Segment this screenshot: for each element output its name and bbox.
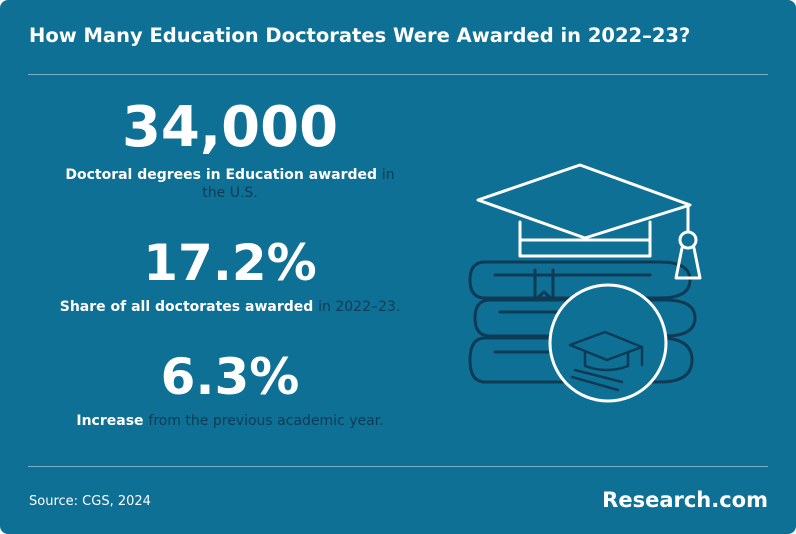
divider	[28, 466, 768, 467]
label-rest: from the previous academic year.	[148, 413, 384, 429]
title: How Many Education Doctorates Were Award…	[29, 24, 691, 47]
stat-label: Increase from the previous academic year…	[40, 412, 420, 430]
stat: 6.3% Increase from the previous academic…	[40, 352, 420, 430]
brand: Research.com	[602, 488, 768, 512]
stat-value: 17.2%	[143, 234, 317, 292]
label-rest: in 2022–23.	[318, 299, 401, 315]
divider	[28, 74, 768, 75]
label-lead: Increase	[76, 413, 144, 429]
stat-value: 34,000	[121, 95, 339, 160]
stat-label: Doctoral degrees in Education awarded in…	[40, 166, 420, 202]
stat: 17.2% Share of all doctorates awarded in…	[40, 238, 420, 316]
label-rest: in the U.S.	[202, 167, 395, 201]
source: Source: CGS, 2024	[29, 494, 151, 509]
label-lead: Doctoral degrees in Education awarded	[65, 167, 378, 183]
label-lead: Share of all doctorates awarded	[59, 299, 314, 315]
stat: 34,000 Doctoral degrees in Education awa…	[40, 100, 420, 202]
stat-label: Share of all doctorates awarded in 2022–…	[40, 298, 420, 316]
graduation-icon	[468, 163, 702, 403]
stat-value: 6.3%	[160, 348, 300, 406]
